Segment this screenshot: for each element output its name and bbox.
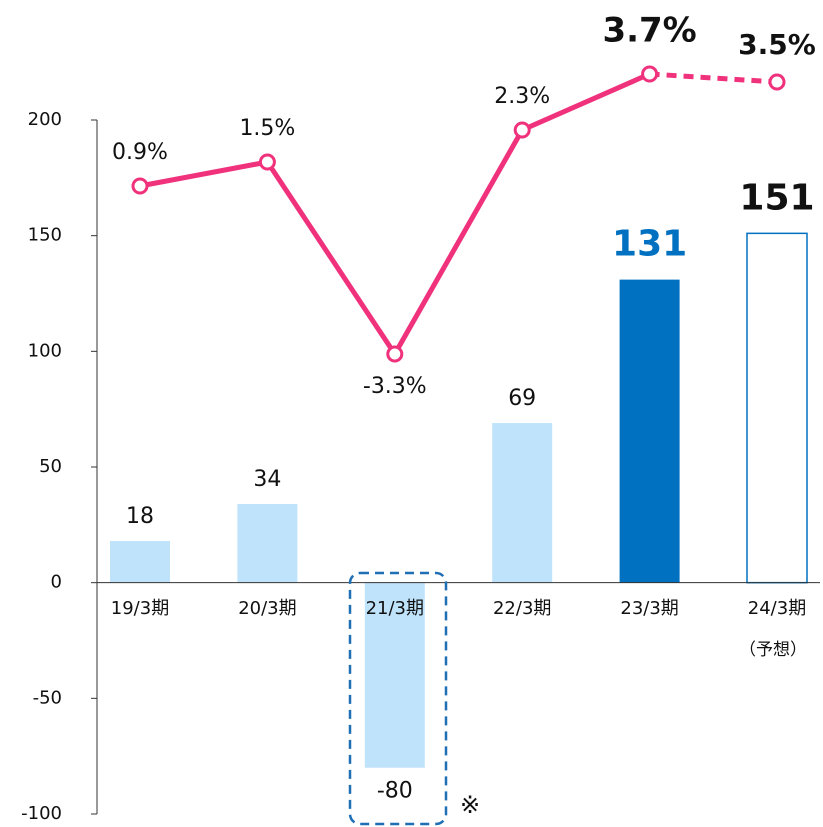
y-tick-label: -100	[21, 803, 62, 824]
line-value-label: 3.5%	[738, 28, 816, 61]
bar-value-label: 151	[739, 177, 814, 218]
y-tick-label: 0	[51, 572, 62, 593]
line-marker	[768, 73, 786, 91]
line-marker	[386, 345, 404, 363]
bar	[110, 541, 170, 583]
y-tick-label: 100	[28, 340, 62, 361]
x-tick-label: 23/3期	[620, 598, 678, 619]
x-tick-label: 22/3期	[493, 598, 551, 619]
bar	[746, 232, 808, 584]
y-tick-label: 200	[28, 109, 62, 130]
line-marker	[131, 177, 149, 195]
y-tick-label: 50	[39, 456, 62, 477]
line-value-label: 2.3%	[494, 84, 550, 109]
forecast-line	[649, 71, 778, 85]
line-value-label: 1.5%	[239, 116, 295, 141]
bar-value-label: 34	[253, 467, 281, 492]
line	[139, 71, 651, 357]
line-marker	[513, 121, 531, 139]
x-tick-label: 21/3期	[366, 598, 424, 619]
bar	[237, 504, 298, 583]
bar-value-label: 131	[612, 224, 687, 265]
line-value-label: 3.7%	[602, 11, 696, 51]
bar-value-label: -80	[377, 779, 413, 804]
bar	[364, 582, 425, 768]
line-marker	[641, 65, 659, 83]
note-mark: ※	[460, 791, 480, 819]
x-tick-label: 24/3期	[748, 598, 806, 619]
bar-value-label: 18	[126, 504, 154, 529]
y-tick-label: -50	[33, 687, 62, 708]
bar-value-label: 69	[508, 386, 536, 411]
forecast-note: （予想）	[739, 640, 807, 660]
bar	[619, 279, 680, 583]
line-value-label: 0.9%	[112, 140, 168, 165]
y-tick-label: 150	[28, 225, 62, 246]
bar	[492, 423, 553, 583]
line-marker	[258, 153, 276, 171]
line-value-label: -3.3%	[363, 374, 427, 399]
highlight-box	[348, 571, 448, 826]
x-tick-label: 19/3期	[111, 598, 169, 619]
x-tick-label: 20/3期	[238, 598, 296, 619]
